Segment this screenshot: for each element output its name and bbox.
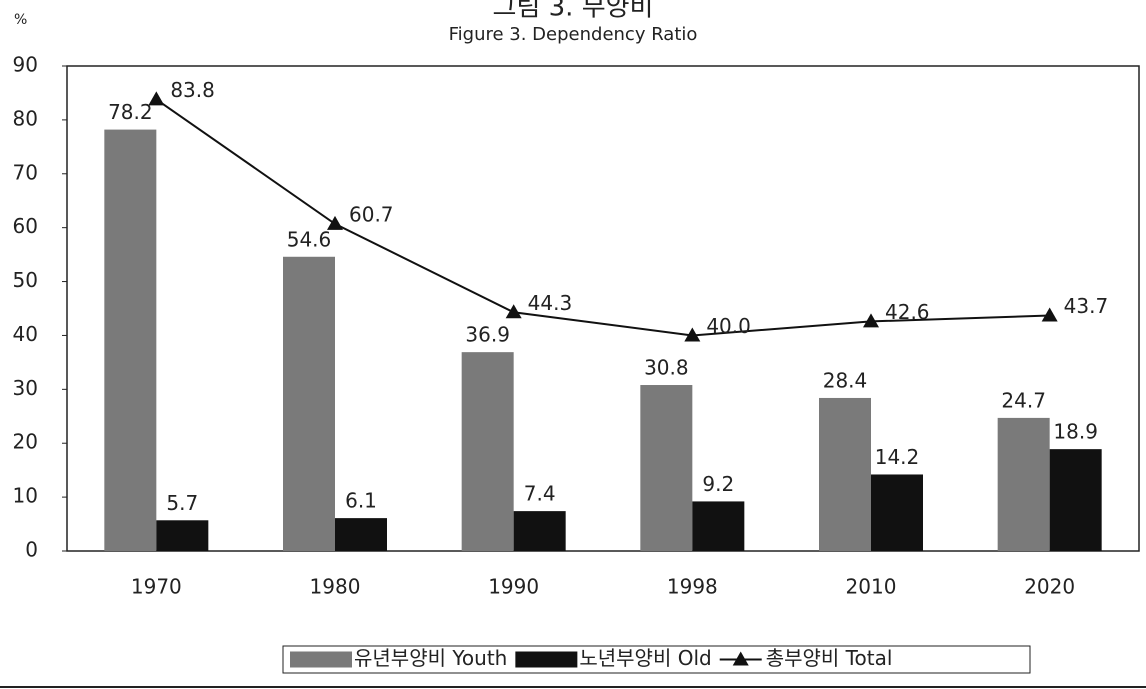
bar (513, 511, 566, 551)
y-tick-label: 30 (13, 376, 38, 400)
legend-label: 유년부양비 Youth (354, 646, 507, 670)
x-tick-label: 1970 (131, 575, 182, 599)
bar (640, 385, 693, 551)
x-tick-label: 2020 (1024, 575, 1075, 599)
bar (104, 129, 157, 552)
legend-swatch (515, 651, 578, 668)
y-tick-label: 0 (25, 538, 38, 562)
x-tick-label: 1990 (488, 575, 539, 599)
data-label: 60.7 (349, 202, 394, 226)
data-label: 5.7 (166, 491, 198, 515)
y-axis-label: % (14, 12, 27, 28)
data-label: 40.0 (706, 314, 751, 338)
data-label: 78.2 (108, 100, 153, 124)
data-label: 14.2 (875, 445, 920, 469)
data-label: 36.9 (465, 323, 510, 347)
x-tick-label: 2010 (846, 575, 897, 599)
plot-frame (66, 65, 1140, 552)
line (155, 98, 1050, 337)
bar (461, 352, 514, 551)
y-tick-label: 70 (13, 160, 38, 184)
bar (997, 417, 1050, 551)
marker (1041, 307, 1058, 322)
x-tick-label: 1998 (667, 575, 718, 599)
y-tick-label: 90 (13, 53, 38, 77)
x-tick-label: 1980 (310, 575, 361, 599)
data-label: 83.8 (170, 78, 215, 102)
data-label: 7.4 (524, 482, 556, 506)
data-label: 9.2 (702, 472, 734, 496)
marker (505, 304, 522, 319)
bar (335, 518, 387, 551)
y-tick-label: 60 (13, 214, 38, 238)
data-label: 43.7 (1064, 294, 1109, 318)
bar (283, 256, 335, 551)
bar (819, 397, 871, 551)
data-label: 24.7 (1001, 388, 1046, 412)
data-label: 18.9 (1053, 420, 1098, 444)
chart-subtitle: Figure 3. Dependency Ratio (449, 24, 698, 45)
y-tick-label: 10 (13, 484, 38, 508)
marker (684, 327, 701, 342)
legend-marker (732, 651, 749, 666)
bar (871, 474, 923, 551)
y-tick-label: 40 (13, 322, 38, 346)
chart-title: 그림 3. 부양비 (493, 0, 654, 23)
data-label: 6.1 (345, 489, 377, 513)
data-label: 54.6 (287, 227, 332, 251)
y-tick-label: 20 (13, 430, 38, 454)
marker (327, 215, 343, 230)
legend-label: 총부양비 Total (766, 646, 893, 670)
bar (692, 501, 745, 551)
y-tick-label: 80 (13, 106, 38, 130)
y-tick-label: 50 (13, 268, 38, 292)
marker (148, 91, 165, 106)
legend-label: 노년부양비 Old (579, 646, 711, 670)
marker (863, 313, 879, 328)
data-label: 28.4 (823, 368, 868, 392)
data-label: 30.8 (644, 356, 689, 380)
legend-swatch (290, 651, 352, 668)
legend-box (282, 645, 1031, 674)
data-label: 44.3 (528, 291, 573, 315)
bar (1049, 449, 1102, 551)
bar (156, 520, 209, 551)
data-label: 42.6 (885, 300, 930, 324)
